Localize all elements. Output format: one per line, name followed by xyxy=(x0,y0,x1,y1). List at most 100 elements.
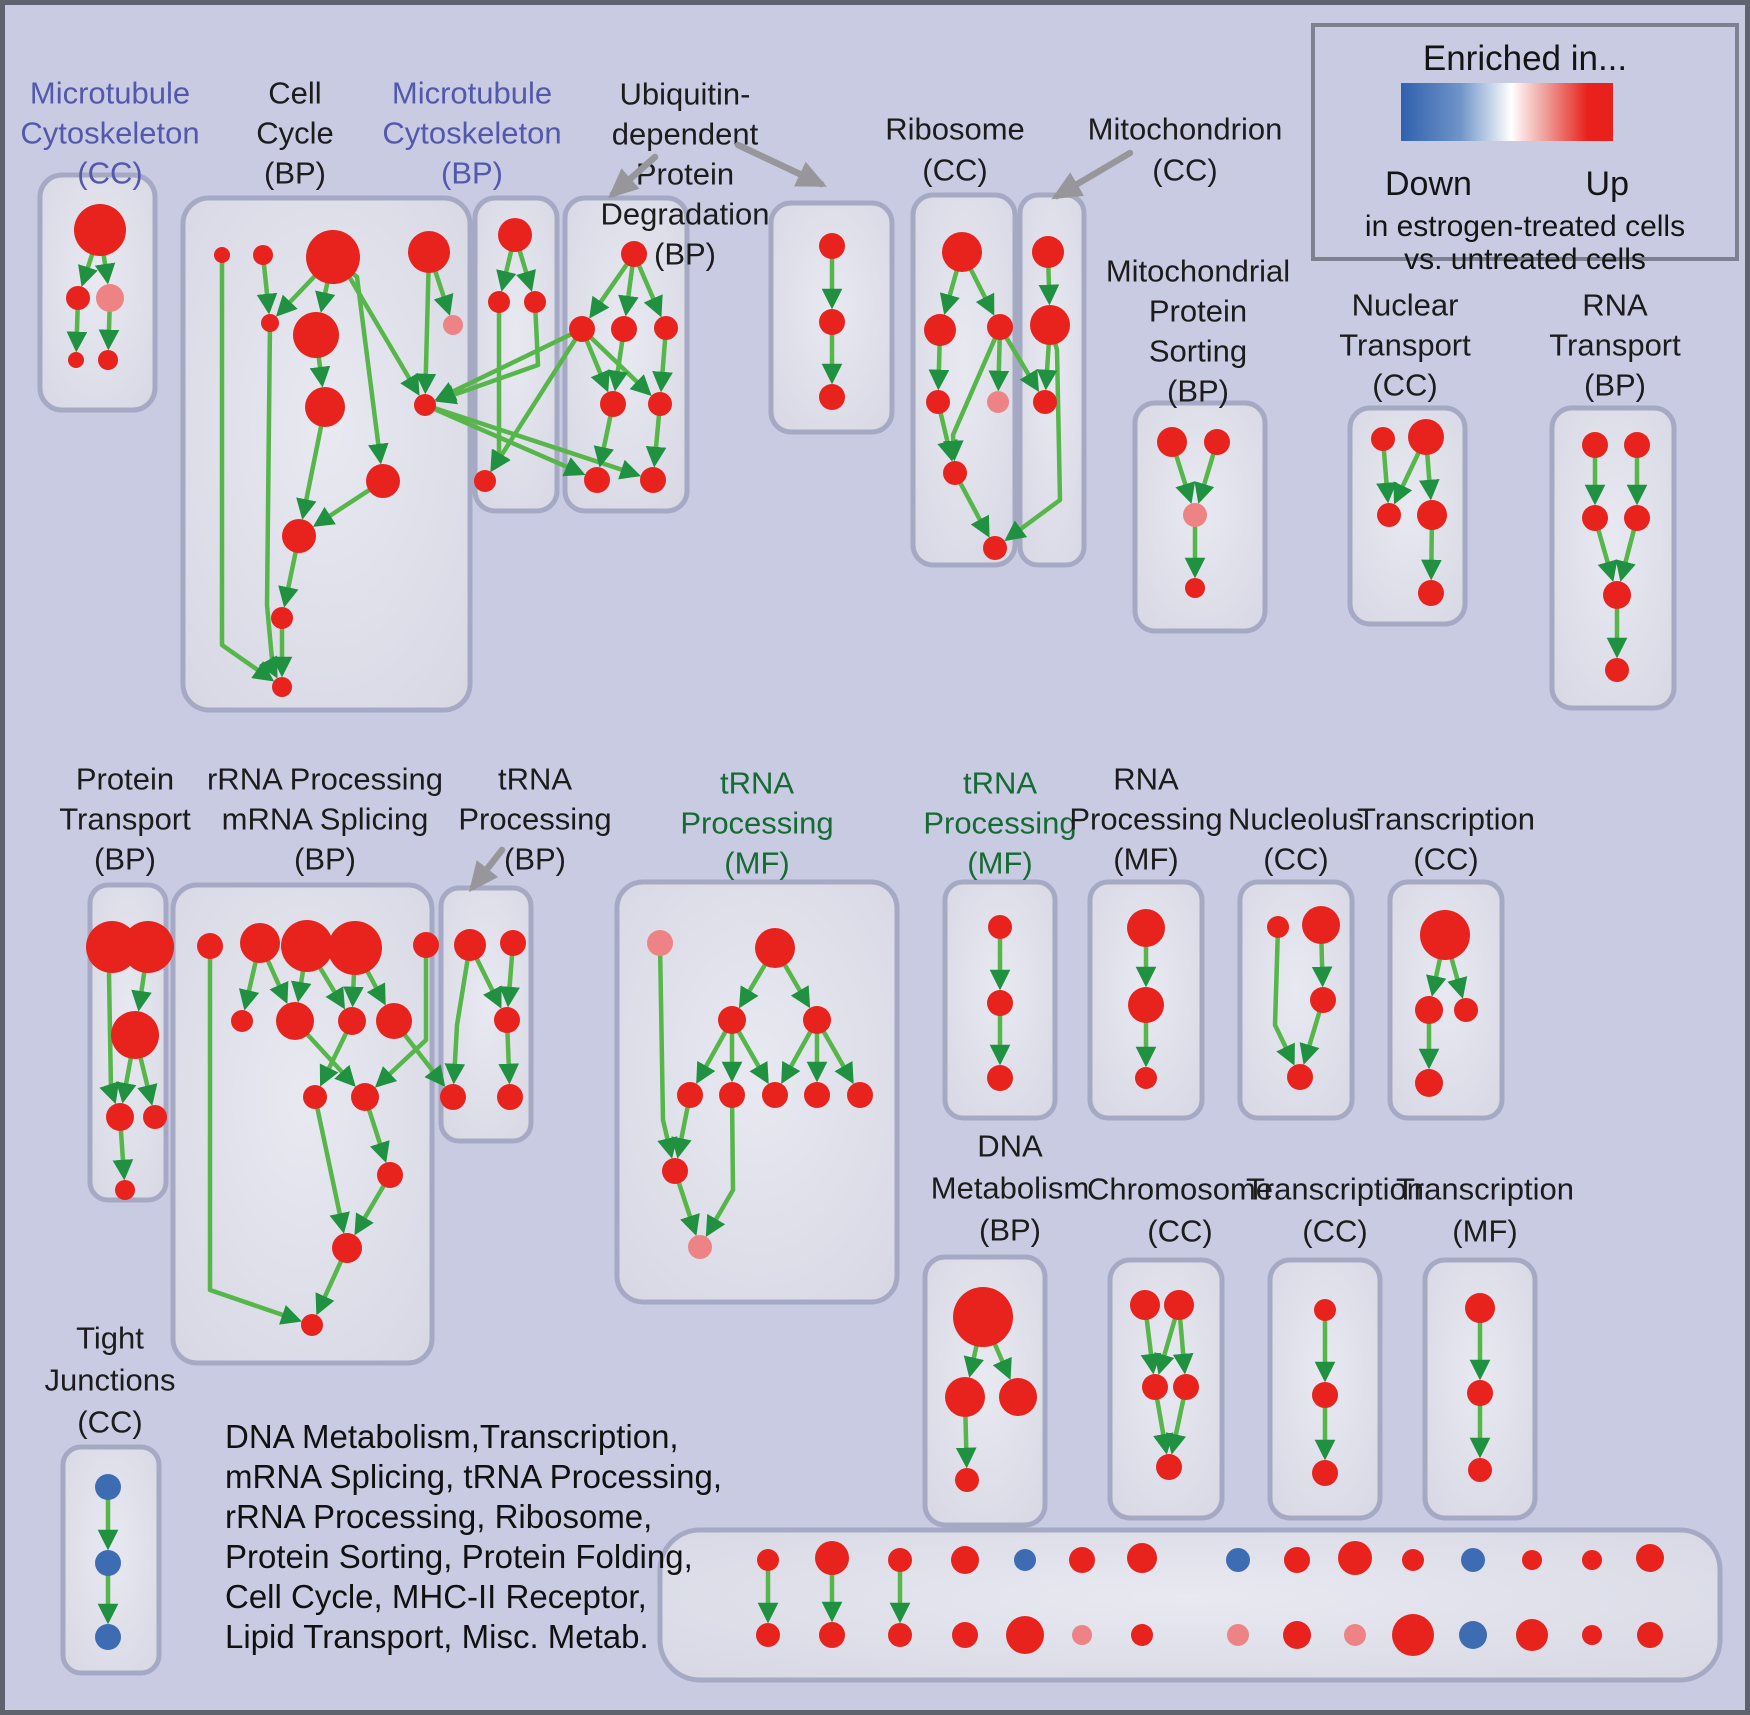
go-term-node-n4 xyxy=(68,352,84,368)
go-term-node-q1 xyxy=(819,233,845,259)
go-term-node-z1 xyxy=(1465,1293,1495,1323)
go-term-node-rv1 xyxy=(377,1162,403,1188)
cluster-box-rna-transport-bp xyxy=(1549,405,1677,711)
cluster-label-nuclear-transport-cc: Nuclear Transport (CC) xyxy=(1339,288,1471,403)
go-term-node-p_m xyxy=(111,1011,159,1059)
go-term-node-x_t xyxy=(1420,910,1470,960)
go-term-node-z2 xyxy=(1467,1380,1493,1406)
cluster-label-rna-processing-mf: RNA Processing (MF) xyxy=(1069,762,1222,877)
network-diagram: Microtubule Cytoskeleton (CC) Cell Cycle (BP)… xyxy=(20,76,1723,1683)
go-term-node-u_t xyxy=(621,241,647,267)
go-term-node-w4t xyxy=(951,1546,979,1574)
go-term-node-f_mL xyxy=(718,1006,746,1034)
go-term-node-u_mR xyxy=(654,316,678,340)
cluster-label-mitochondrion-cc: Mitochondrion (CC) xyxy=(1088,112,1283,188)
go-term-node-o_tR xyxy=(1302,906,1340,944)
go-term-node-c10 xyxy=(366,464,400,498)
go-term-node-c13 xyxy=(272,677,292,697)
go-term-node-ru2 xyxy=(351,1083,379,1111)
go-term-node-tj1 xyxy=(95,1474,121,1500)
go-term-node-c1 xyxy=(214,247,230,263)
go-term-node-c11 xyxy=(282,519,316,553)
go-term-node-c9 xyxy=(305,387,345,427)
go-term-node-f_4 xyxy=(804,1082,830,1108)
go-term-node-u_mC xyxy=(611,316,637,342)
cluster-label-trna-processing-mf-large: tRNA Processing (MF) xyxy=(680,766,833,881)
go-term-node-f_pT xyxy=(647,930,673,956)
go-term-node-w13t xyxy=(1522,1550,1542,1570)
go-term-node-s_b xyxy=(1185,578,1205,598)
go-term-node-rr4 xyxy=(328,921,382,975)
go-term-node-c12 xyxy=(271,607,293,629)
go-term-node-rt_tR xyxy=(1624,432,1650,458)
go-term-node-w6t xyxy=(1069,1547,1095,1573)
go-term-node-w9b xyxy=(1283,1621,1311,1649)
cluster-label-ribosome-cc: Ribosome (CC) xyxy=(885,112,1025,188)
go-term-node-o_tL xyxy=(1267,916,1289,938)
misc-cluster-text-block: DNA Metabolism,Transcription, mRNA Splic… xyxy=(225,1417,722,1657)
go-term-node-w11b xyxy=(1392,1614,1434,1656)
cluster-label-chromosome-cc: Chromosome (CC) xyxy=(1087,1172,1273,1249)
go-term-node-tb_tL xyxy=(454,929,486,961)
edge-rr1-rw xyxy=(207,943,302,1325)
go-term-node-r_t xyxy=(942,232,982,272)
go-term-node-rs1 xyxy=(231,1010,253,1032)
go-term-node-tb_m xyxy=(494,1007,520,1033)
go-term-node-w13b xyxy=(1516,1619,1548,1651)
go-term-node-m3_b xyxy=(474,470,496,492)
edge-rr5-ru2 xyxy=(374,942,429,1088)
go-term-node-w15t xyxy=(1636,1544,1664,1572)
go-term-node-g2 xyxy=(987,990,1013,1016)
go-term-node-k_b xyxy=(1156,1454,1182,1480)
go-term-node-m3_mR xyxy=(524,291,546,313)
go-term-node-f_pB xyxy=(688,1235,712,1259)
annotation-arrow-ubiquitin-left-pointer xyxy=(608,153,659,199)
go-term-node-p_tB xyxy=(122,921,174,973)
go-term-node-f_3 xyxy=(762,1082,788,1108)
go-term-node-tj3 xyxy=(95,1624,121,1650)
edge-f_pT-f_lo xyxy=(657,940,678,1159)
edge-m3_mR-c8 xyxy=(434,299,541,405)
legend-caption-2: vs. untreated cells xyxy=(1404,243,1646,276)
go-term-node-w8b xyxy=(1227,1624,1249,1646)
legend-gradient-bar xyxy=(1401,83,1613,141)
go-term-node-u_mL xyxy=(569,316,595,342)
annotation-arrow-trna-bp-pointer xyxy=(468,846,506,893)
go-term-node-f_lo xyxy=(662,1158,688,1184)
go-term-node-y2 xyxy=(1312,1382,1338,1408)
go-term-node-d1 xyxy=(953,1287,1013,1347)
go-term-node-w5b xyxy=(1006,1616,1044,1654)
go-term-node-h1 xyxy=(1127,909,1165,947)
cluster-label-trna-processing-mf-small: tRNA Processing (MF) xyxy=(923,766,1076,881)
cluster-label-ubiquitin-dependent-protein-degradation-bp: Ubiquitin-dependent Protein Degradation (BP… xyxy=(601,77,770,272)
cluster-label-rna-transport-bp: RNA Transport (BP) xyxy=(1549,288,1681,403)
go-term-node-w2b xyxy=(819,1622,845,1648)
go-term-node-d3 xyxy=(999,1378,1037,1416)
edge-c4-c8 xyxy=(415,249,437,395)
go-term-node-w2t xyxy=(815,1541,849,1575)
go-term-node-s_tL xyxy=(1157,427,1187,457)
go-term-node-rt_mR xyxy=(1624,505,1650,531)
misc-line: Cell Cycle, MHC-II Receptor, xyxy=(225,1578,647,1615)
go-term-node-w3b xyxy=(888,1623,912,1647)
go-term-node-rt_b xyxy=(1605,658,1629,682)
go-term-node-n1 xyxy=(74,204,126,256)
annotation-arrow-mitochondrion-pointer xyxy=(1051,149,1134,200)
edge-c1-c13 xyxy=(219,252,275,682)
go-term-node-w4b xyxy=(952,1622,978,1648)
go-term-node-k_tR xyxy=(1164,1290,1194,1320)
edge-m3_mL-m3_b xyxy=(490,299,510,472)
misc-line: rRNA Processing, Ribosome, xyxy=(225,1498,653,1535)
cluster-label-microtubule-cytoskeleton-cc: Microtubule Cytoskeleton (CC) xyxy=(20,76,199,191)
go-term-node-d4 xyxy=(955,1468,979,1492)
go-term-node-w12t xyxy=(1461,1548,1485,1572)
go-term-node-rv2 xyxy=(332,1233,362,1263)
go-term-node-rw xyxy=(301,1314,323,1336)
go-term-node-r_lo xyxy=(943,461,967,485)
go-term-node-f_T xyxy=(755,928,795,968)
go-term-node-w1t xyxy=(757,1549,779,1571)
go-term-node-z3 xyxy=(1468,1458,1492,1482)
edge-u_mL-m3_b xyxy=(490,326,585,473)
cluster-label-mitochondrial-protein-sorting-bp: Mitochondrial Protein Sorting (BP) xyxy=(1106,254,1290,409)
